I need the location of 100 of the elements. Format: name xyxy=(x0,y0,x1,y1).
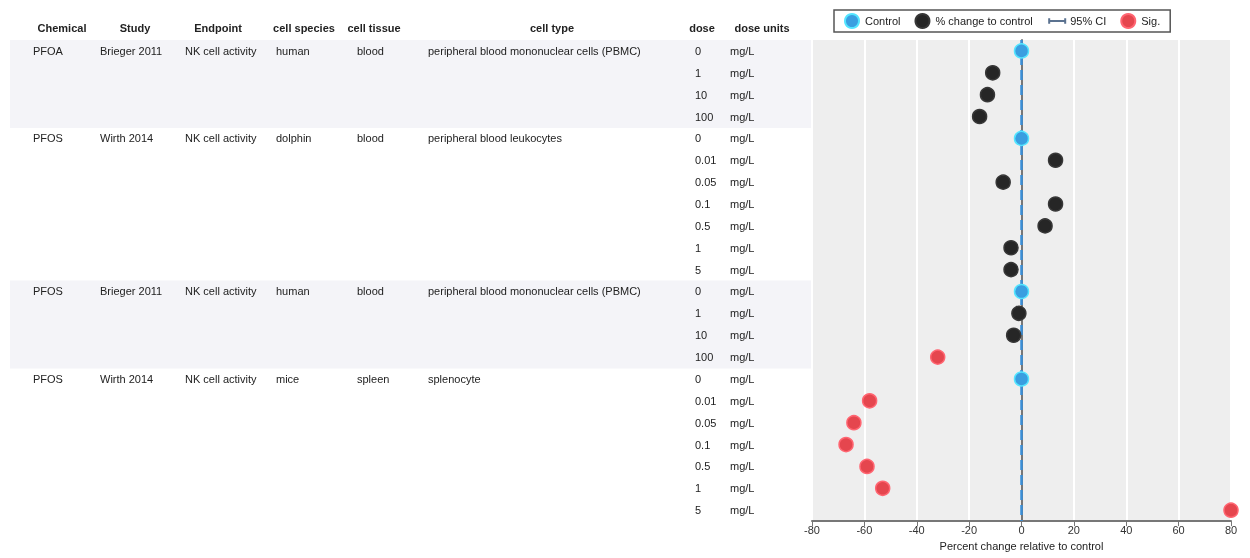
point xyxy=(1047,152,1064,169)
legend-label: Control xyxy=(865,15,901,27)
legend-label: 95% CI xyxy=(1070,15,1107,27)
point xyxy=(1013,130,1030,147)
text: mg/L xyxy=(730,88,755,101)
y-tick-label: 0.5 xyxy=(695,219,711,232)
text: NK cell activity xyxy=(185,44,258,57)
x-tick-label: -80 xyxy=(804,523,820,536)
text: spleen xyxy=(357,372,390,385)
text: peripheral blood leukocytes xyxy=(428,132,563,145)
x-tick-label: -20 xyxy=(961,523,978,536)
text: peripheral blood mononuclear cells (PBMC) xyxy=(428,285,641,298)
text: PFOA xyxy=(33,44,64,57)
text: human xyxy=(276,44,310,57)
point xyxy=(1223,502,1239,518)
text: mg/L xyxy=(730,394,755,407)
text: PFOS xyxy=(33,372,63,385)
point xyxy=(971,108,988,125)
point xyxy=(838,436,854,453)
legend-label: Sig. xyxy=(1141,15,1161,27)
text: PFOS xyxy=(33,285,63,298)
y-tick-label: 1 xyxy=(695,241,702,254)
text: mg/L xyxy=(730,372,755,385)
text: mg/L xyxy=(730,241,755,254)
text: mg/L xyxy=(730,504,755,517)
point xyxy=(861,393,878,409)
text: dose xyxy=(689,22,715,34)
point xyxy=(995,174,1011,190)
x-axis-title: Percent change relative to control xyxy=(939,539,1104,552)
text: peripheral blood mononuclear cells (PBMC) xyxy=(428,44,641,57)
text: blood xyxy=(357,285,384,298)
point xyxy=(979,86,996,103)
text: mg/L xyxy=(730,176,755,189)
y-tick-label: 0 xyxy=(695,285,702,298)
point xyxy=(846,414,862,431)
text: Brieger 2011 xyxy=(100,285,163,298)
text: mg/L xyxy=(730,198,755,211)
text: splenocyte xyxy=(428,372,481,385)
text: cell tissue xyxy=(347,22,401,34)
x-tick-label: -40 xyxy=(908,523,925,536)
point xyxy=(1013,371,1030,387)
text: mg/L xyxy=(730,307,755,320)
y-tick-label: 0.1 xyxy=(695,198,711,211)
text: NK cell activity xyxy=(185,372,258,385)
text: Wirth 2014 xyxy=(100,372,154,385)
text: human xyxy=(276,285,310,298)
text: mg/L xyxy=(730,482,755,495)
x-tick-label: 80 xyxy=(1224,523,1238,536)
text: PFOS xyxy=(33,132,63,145)
y-tick-label: 0 xyxy=(695,44,702,57)
y-tick-label: 5 xyxy=(695,504,702,517)
point xyxy=(859,458,875,475)
point xyxy=(874,480,891,497)
legend-label: % change to control xyxy=(935,15,1033,27)
text: mg/L xyxy=(730,219,755,232)
text: blood xyxy=(357,132,384,145)
point xyxy=(1013,283,1030,300)
y-tick-label: 100 xyxy=(695,351,714,364)
text: mg/L xyxy=(730,66,755,79)
y-tick-label: 0.01 xyxy=(695,154,717,167)
point xyxy=(1047,196,1064,212)
point xyxy=(1005,327,1022,343)
y-tick-label: 100 xyxy=(695,110,714,123)
y-tick-label: 0.1 xyxy=(695,438,711,451)
x-tick-label: 40 xyxy=(1120,523,1133,536)
text: Chemical xyxy=(37,22,87,34)
text: mg/L xyxy=(730,329,755,342)
text: dolphin xyxy=(276,132,312,145)
point xyxy=(984,65,1001,81)
y-tick-label: 0.01 xyxy=(695,394,717,407)
text: Endpoint xyxy=(194,22,243,34)
y-tick-label: 0.05 xyxy=(695,176,717,189)
text: Wirth 2014 xyxy=(100,132,154,145)
text: mice xyxy=(276,372,300,385)
text: NK cell activity xyxy=(185,132,258,145)
text: mg/L xyxy=(730,416,755,429)
y-tick-label: 10 xyxy=(695,329,708,342)
y-tick-label: 10 xyxy=(695,88,708,101)
y-tick-label: 0 xyxy=(695,132,702,145)
text: Brieger 2011 xyxy=(100,44,163,57)
text: mg/L xyxy=(730,110,755,123)
x-tick-label: 60 xyxy=(1172,523,1185,536)
point xyxy=(1003,261,1019,278)
y-tick-label: 1 xyxy=(695,482,702,495)
point xyxy=(929,349,946,365)
text: mg/L xyxy=(730,351,755,364)
y-tick-label: 1 xyxy=(695,66,702,79)
text: mg/L xyxy=(730,438,755,451)
point xyxy=(1037,218,1053,234)
text: mg/L xyxy=(730,285,755,298)
point xyxy=(1013,43,1030,59)
text: cell species xyxy=(273,22,335,34)
y-tick-label: 0.05 xyxy=(695,416,717,429)
text: mg/L xyxy=(730,44,755,57)
text: NK cell activity xyxy=(185,285,258,298)
x-tick-label: -60 xyxy=(856,523,873,536)
y-tick-label: 0.5 xyxy=(695,460,711,473)
y-tick-label: 1 xyxy=(695,307,702,320)
text: mg/L xyxy=(730,460,755,473)
text: blood xyxy=(357,44,384,57)
